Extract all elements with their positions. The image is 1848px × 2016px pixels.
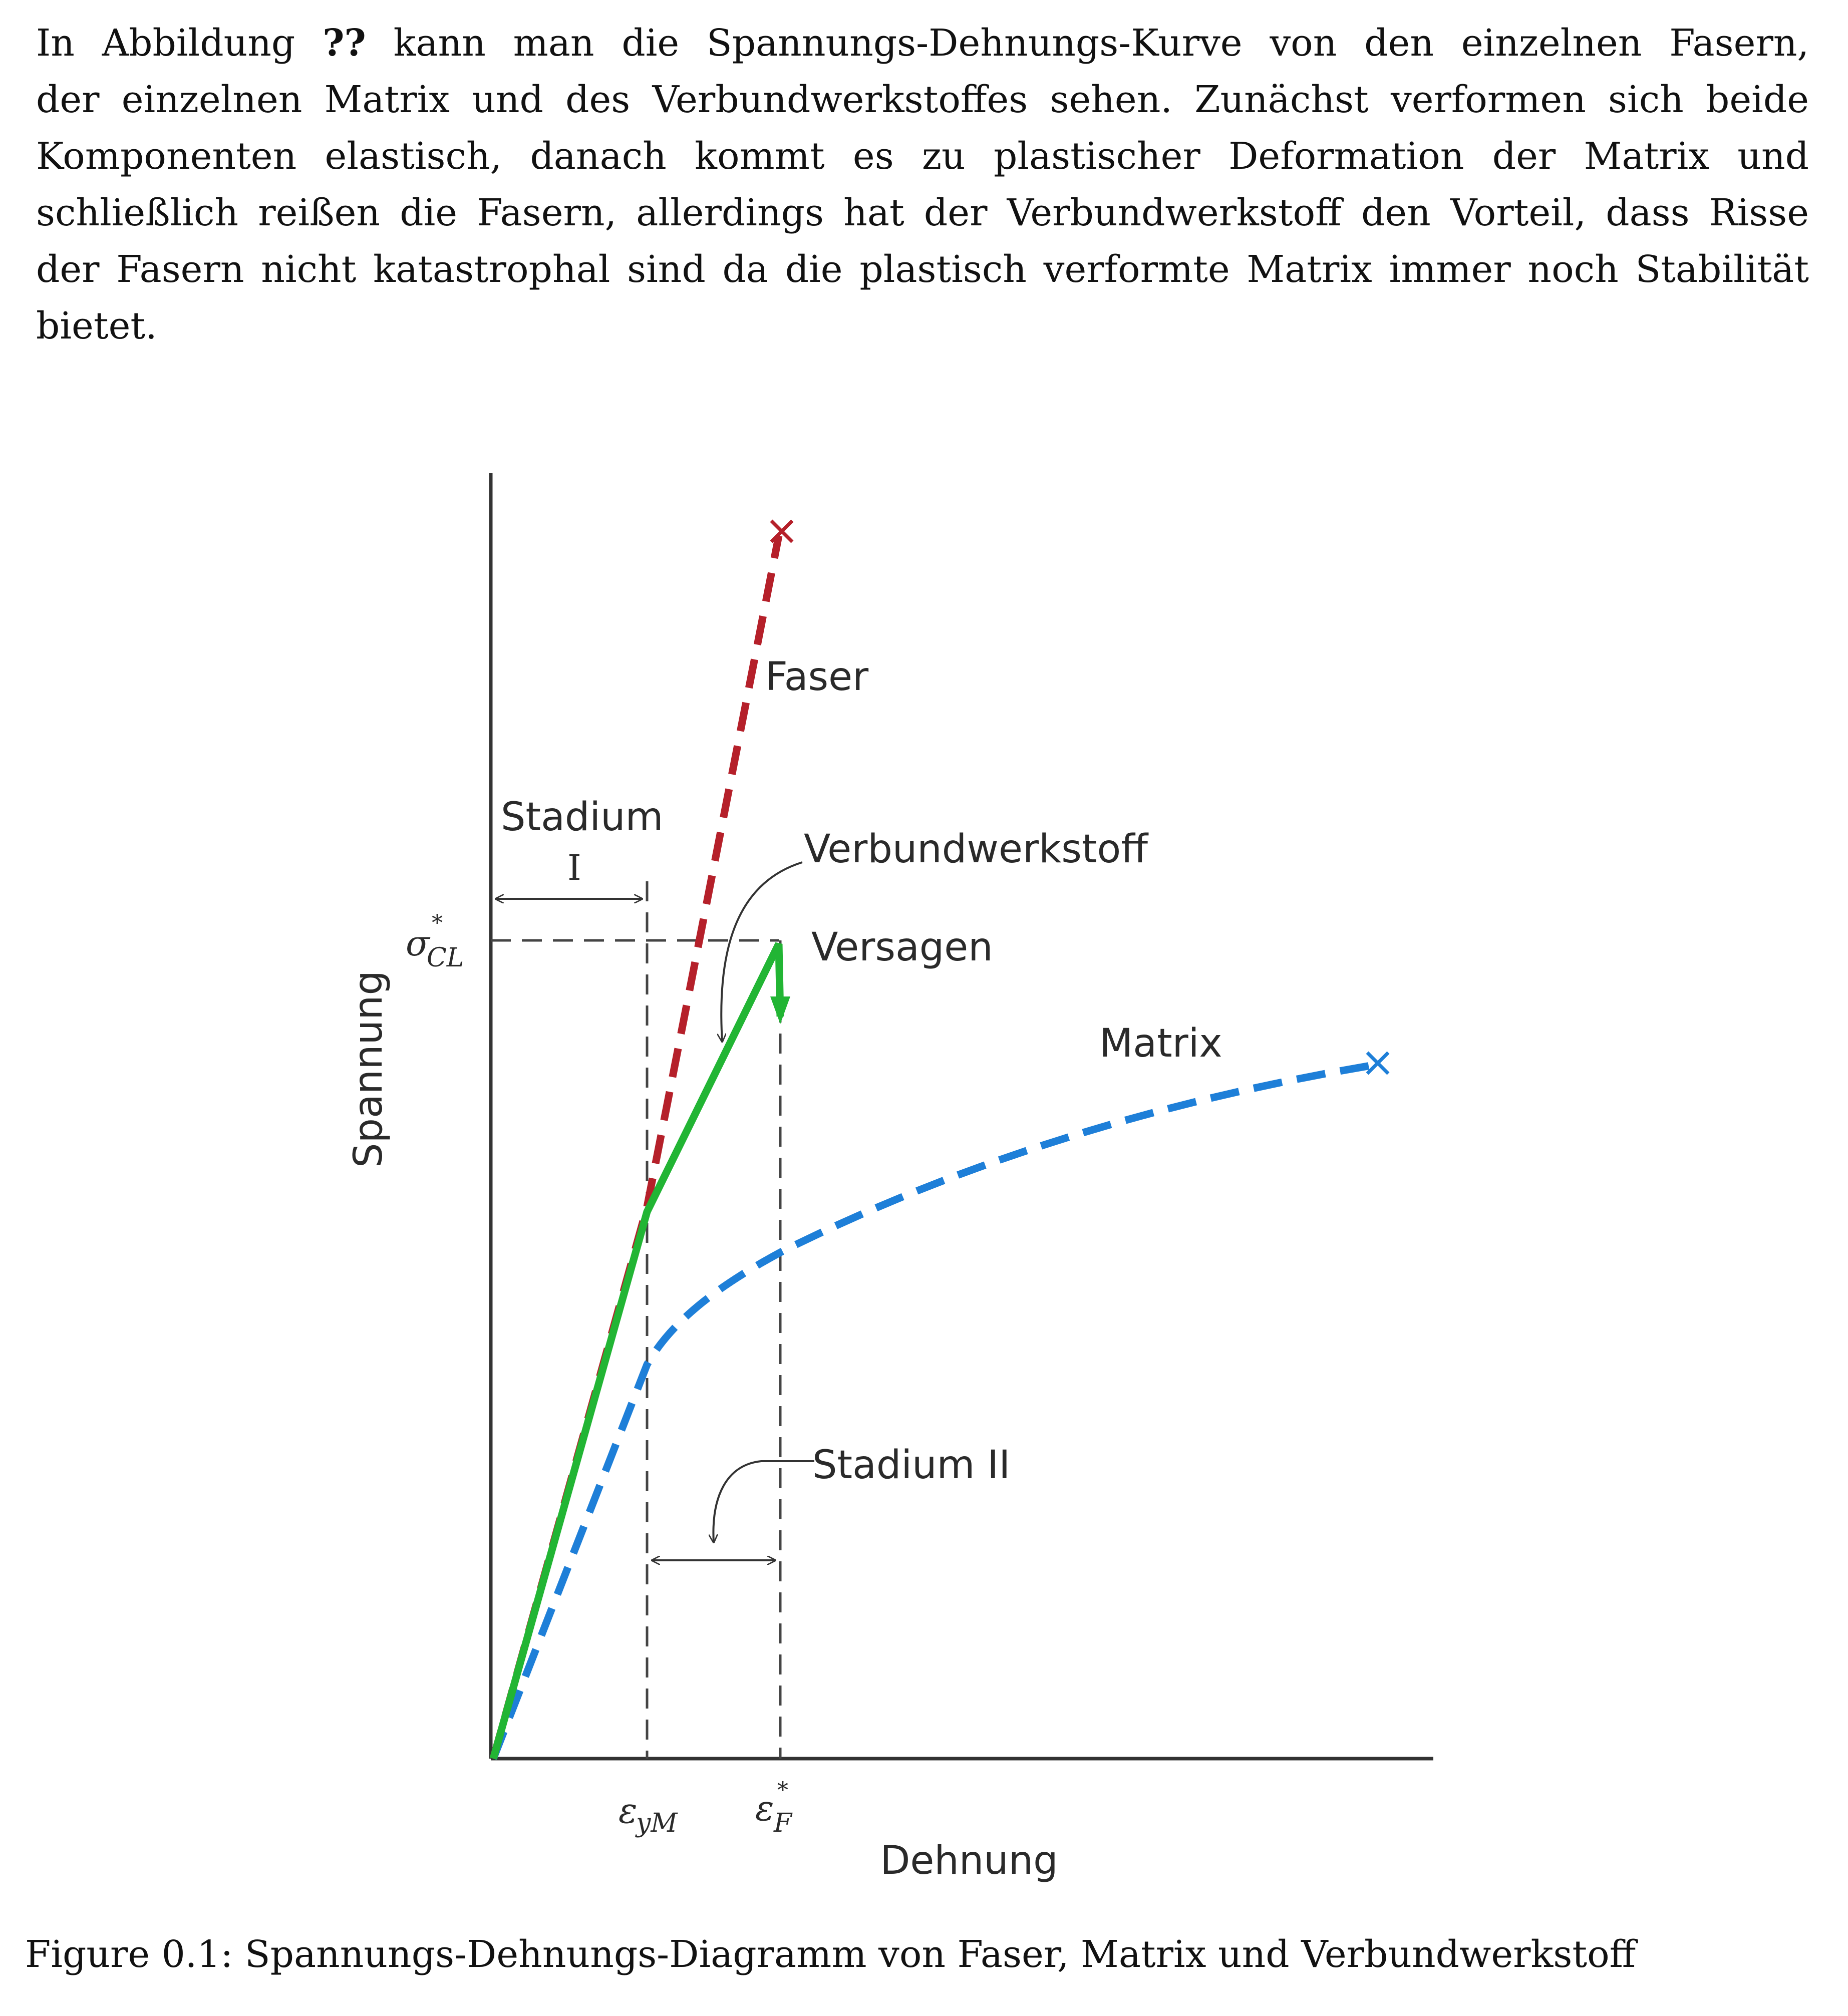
faser-failure-x-icon (770, 519, 794, 543)
matrix-label: Matrix (1099, 1021, 1222, 1066)
paragraph-line-6: bietet. (36, 304, 157, 348)
sigma-cl-subscript: CL (427, 943, 464, 973)
verbundwerkstoff-curve (489, 942, 784, 1760)
eps-ym-symbol: ε (619, 1790, 638, 1831)
stadium-one-label: I (567, 847, 581, 888)
paragraph-line-5: der Fasern nicht katastrophal sind da di… (36, 248, 1809, 291)
eps-f-symbol: ε (755, 1788, 774, 1829)
paragraph-line-3: Komponenten elastisch, danach kommt es z… (36, 135, 1809, 178)
stadium-ii-label: Stadium II (812, 1443, 1010, 1488)
stadium-word-label: Stadium (501, 795, 664, 840)
stadium-ii-leader (713, 1460, 814, 1542)
paragraph-line-1: In Abbildung ?? kann man die Spannungs-D… (36, 22, 1809, 65)
eps-f-subscript: F (773, 1808, 793, 1838)
caption-text: Spannungs-Dehnungs-Diagramm von Faser, M… (244, 1933, 1636, 1976)
verbundwerkstoff-leader (721, 861, 803, 1042)
verbundwerkstoff-label: Verbundwerkstoff (804, 827, 1149, 872)
versagen-label: Versagen (811, 925, 993, 970)
paragraph-line-2: der einzelnen Matrix und des Verbundwerk… (36, 78, 1809, 121)
figure-caption: Figure 0.1: Spannungs-Dehnungs-Diagramm … (25, 1933, 1828, 1976)
matrix-failure-x-icon (1366, 1051, 1390, 1075)
faser-curve (489, 535, 783, 1760)
faser-label: Faser (765, 654, 869, 700)
paragraph-line-4: schließlich reißen die Fasern, allerding… (36, 191, 1809, 234)
eps-f-star: * (777, 1778, 788, 1803)
body-paragraph: In Abbildung ?? kann man die Spannungs-D… (36, 15, 1809, 355)
y-axis-label: Spannung (346, 970, 391, 1168)
matrix-curve (490, 1060, 1381, 1760)
caption-prefix: Figure 0.1: (25, 1933, 233, 1976)
eps-ym-subscript: yM (635, 1808, 678, 1838)
figure-reference[interactable]: ?? (323, 22, 366, 65)
sigma-cl-symbol: σ (406, 923, 431, 964)
sigma-cl-star: * (432, 910, 443, 936)
verbundwerkstoff-drop-arrow (770, 996, 790, 1024)
x-axis-label: Dehnung (880, 1838, 1058, 1883)
